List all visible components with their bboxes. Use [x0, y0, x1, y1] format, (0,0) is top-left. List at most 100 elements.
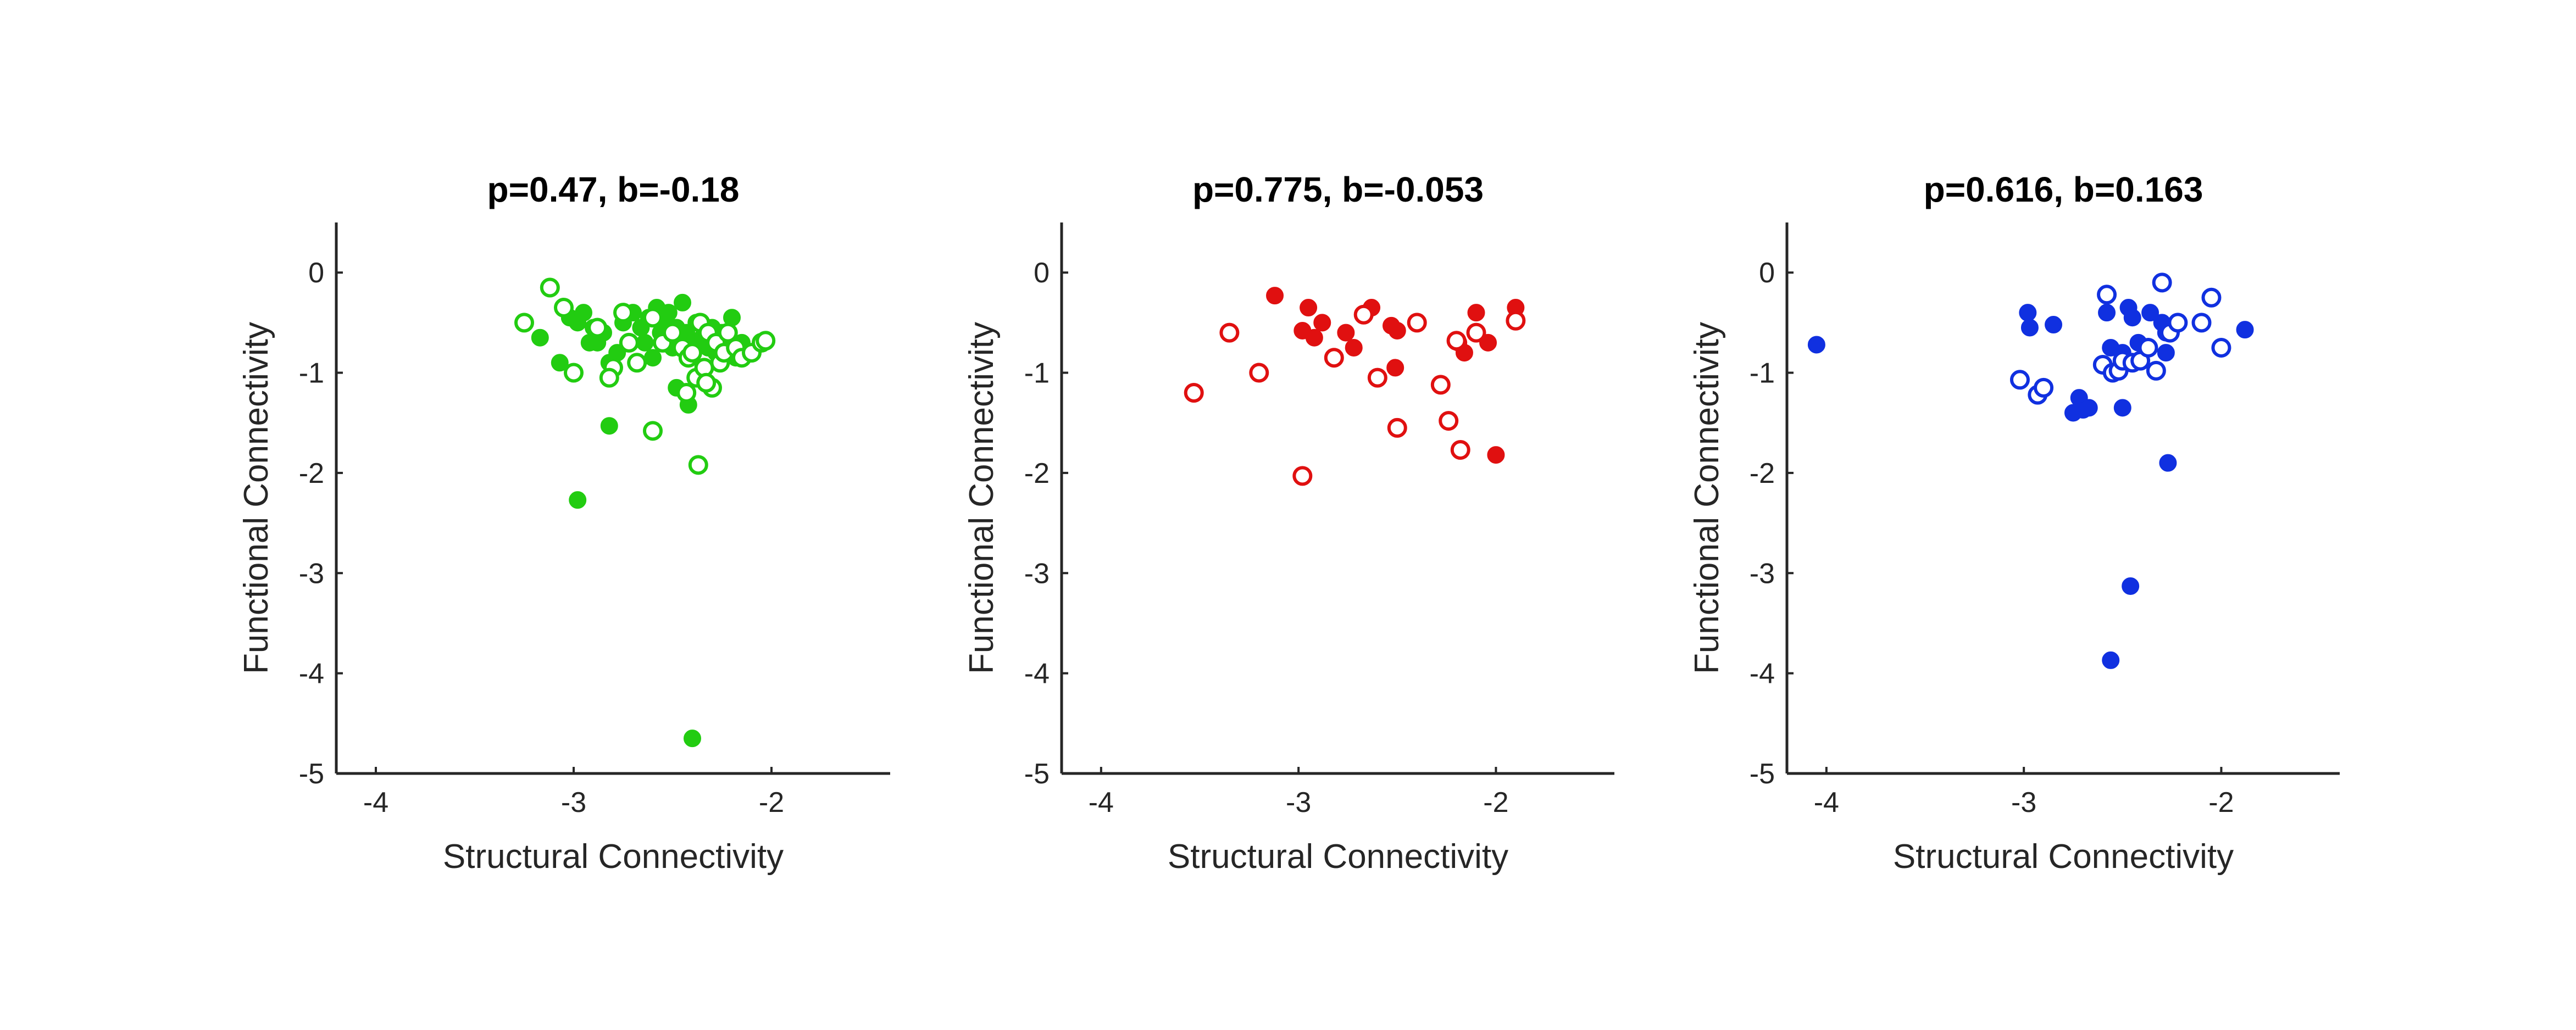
y-tick-label: -2 [1024, 458, 1050, 489]
data-point-hollow [1466, 322, 1486, 343]
y-axis-label: Functional Connectivity [1688, 322, 1726, 674]
data-point-hollow [1219, 322, 1240, 343]
x-axis-label: Structural Connectivity [443, 838, 784, 876]
data-point-hollow [554, 298, 574, 318]
data-point-filled [2080, 399, 2098, 417]
scatter-panel-3: -4 -3 -2 0 -1 -2 -3 -4 -5 p=0.616, b=0.163 Structu… [1688, 170, 2340, 876]
scatter-panel-1: -4 -3 -2 0 -1 -2 -3 -4 -5 p=0.47, b=-0.18 Structur… [237, 170, 890, 876]
scatter-panel-2: -4 -3 -2 0 -1 -2 -3 -4 -5 p=0.775, b=-0.053 Struct… [963, 170, 1614, 876]
data-point-filled [1266, 287, 1284, 305]
data-point-filled [1487, 446, 1505, 464]
data-point-hollow [2152, 272, 2172, 293]
data-point-hollow [514, 313, 534, 333]
y-tick-label: 0 [1759, 257, 1775, 289]
data-point-hollow [564, 363, 584, 383]
data-point-filled [569, 491, 587, 509]
data-point-filled [1300, 299, 1318, 317]
y-axis-label: Functional Connectivity [963, 322, 1001, 674]
data-point-hollow [1439, 411, 1459, 431]
data-point-hollow [1367, 368, 1387, 388]
chart-title: p=0.47, b=-0.18 [487, 170, 740, 209]
y-tick-label: -3 [299, 558, 324, 589]
y-tick-label: 0 [308, 257, 324, 289]
data-point-hollow [1446, 331, 1467, 351]
data-point-hollow [1430, 375, 1451, 395]
data-point-hollow [1353, 304, 1374, 325]
data-point-filled [2157, 344, 2175, 362]
chart-title: p=0.775, b=-0.053 [1192, 170, 1484, 209]
data-point-hollow [682, 343, 702, 363]
data-point-hollow [1249, 363, 1269, 383]
data-point-filled [2102, 651, 2120, 669]
x-tick-label: -4 [363, 787, 388, 819]
data-point-hollow [1506, 310, 1526, 331]
data-point-hollow [2146, 360, 2166, 381]
data-point-hollow [1387, 417, 1407, 438]
y-tick-label: -5 [1024, 758, 1050, 790]
data-point-filled [2123, 309, 2141, 327]
data-point-filled [531, 329, 549, 347]
data-point-hollow [2191, 313, 2212, 333]
x-tick-label: -3 [561, 787, 586, 819]
data-point-hollow [1407, 313, 1427, 333]
data-point-filled [2045, 316, 2063, 334]
data-point-hollow [599, 368, 619, 388]
data-point-filled [659, 304, 678, 322]
data-point-hollow [643, 308, 663, 328]
data-point-filled [2141, 304, 2159, 322]
y-tick-label: -4 [1024, 658, 1050, 690]
data-point-filled [2098, 304, 2116, 322]
data-point-filled [2122, 577, 2140, 595]
data-point-hollow [1292, 466, 1313, 486]
data-point-hollow [643, 421, 663, 441]
data-point-hollow [688, 455, 708, 475]
data-point-hollow [1450, 439, 1470, 460]
y-tick-label: -4 [1750, 658, 1775, 690]
data-point-filled [551, 354, 569, 372]
data-point-filled [1337, 324, 1355, 342]
x-axis-label: Structural Connectivity [1893, 838, 2234, 876]
data-point-hollow [627, 353, 647, 373]
data-point-hollow [663, 322, 682, 343]
data-point-filled [1313, 314, 1331, 332]
y-tick-label: -2 [1750, 458, 1775, 489]
data-point-filled [1386, 359, 1404, 377]
data-point-hollow [2211, 337, 2231, 358]
data-point-hollow [2034, 377, 2054, 398]
data-point-hollow [718, 322, 738, 343]
data-point-filled [2236, 321, 2254, 339]
data-point-hollow [2168, 313, 2188, 333]
data-point-hollow [756, 331, 776, 351]
data-point-filled [2020, 319, 2039, 337]
data-point-filled [644, 349, 662, 367]
data-point-hollow [2201, 287, 2222, 308]
y-tick-label: -4 [299, 658, 324, 690]
y-tick-label: -1 [1750, 358, 1775, 389]
data-point-filled [1305, 329, 1323, 347]
y-tick-label: -3 [1750, 558, 1775, 589]
data-point-filled [684, 730, 701, 748]
data-point-filled [575, 304, 592, 322]
data-point-hollow [587, 318, 608, 338]
data-point-hollow [613, 303, 633, 323]
data-point-hollow [676, 383, 697, 403]
x-tick-label: -4 [1089, 787, 1114, 819]
x-tick-label: -4 [1814, 787, 1839, 819]
x-axis-label: Structural Connectivity [1168, 838, 1508, 876]
data-point-hollow [2138, 337, 2158, 358]
data-point-filled [1345, 338, 1363, 357]
chart-title: p=0.616, b=0.163 [1924, 170, 2203, 209]
x-tick-label: -3 [2011, 787, 2036, 819]
x-tick-label: -2 [759, 787, 784, 819]
data-point-hollow [2097, 285, 2117, 305]
data-point-filled [1467, 304, 1485, 322]
data-point-hollow [2009, 370, 2030, 390]
data-point-filled [674, 293, 691, 311]
y-tick-label: -1 [299, 358, 324, 389]
y-tick-label: -2 [299, 458, 324, 489]
data-point-filled [2019, 304, 2037, 322]
y-tick-label: 0 [1034, 257, 1050, 289]
data-point-filled [2159, 454, 2177, 472]
